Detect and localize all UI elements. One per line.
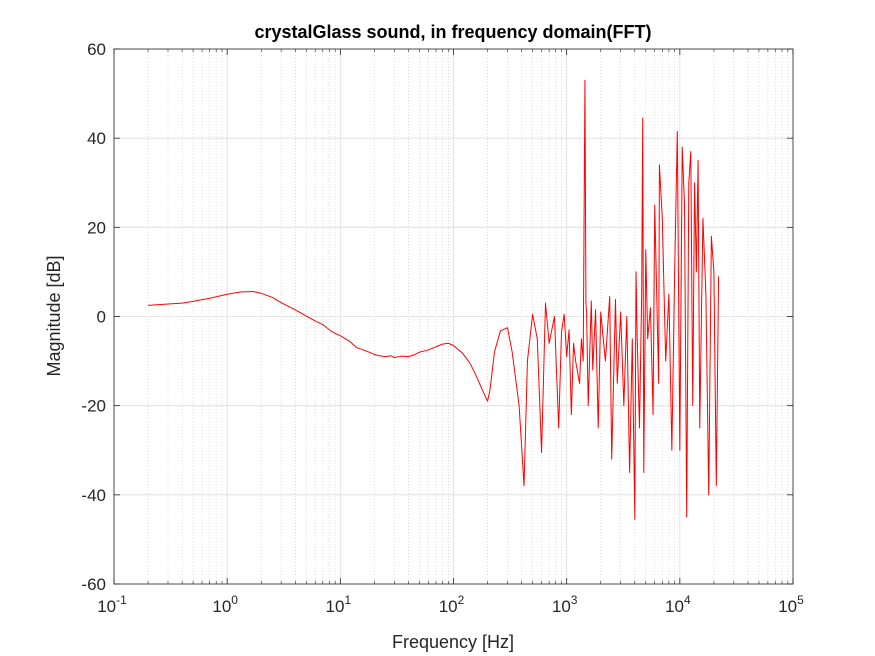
y-tick-label: -40 bbox=[81, 486, 106, 505]
series-line bbox=[148, 79, 720, 520]
y-tick-label: -20 bbox=[81, 397, 106, 416]
y-tick-label: -60 bbox=[81, 575, 106, 594]
x-tick-label: 100 bbox=[212, 593, 238, 616]
y-tick-label: 40 bbox=[87, 129, 106, 148]
tick-marks bbox=[113, 48, 794, 585]
y-axis-label: Magnitude [dB] bbox=[44, 255, 64, 376]
x-tick-labels: 10-1 100 101 102 103 104 105 bbox=[97, 593, 804, 616]
x-axis-label: Frequency [Hz] bbox=[392, 632, 514, 652]
series-layer bbox=[148, 79, 720, 520]
y-tick-label: 20 bbox=[87, 218, 106, 237]
y-tick-label: 0 bbox=[97, 308, 106, 327]
x-tick-label: 10-1 bbox=[97, 593, 127, 616]
x-tick-label: 104 bbox=[665, 593, 691, 616]
chart-title: crystalGlass sound, in frequency domain(… bbox=[254, 22, 651, 42]
x-tick-label: 105 bbox=[778, 593, 804, 616]
x-tick-label: 103 bbox=[552, 593, 578, 616]
x-tick-label: 102 bbox=[439, 593, 465, 616]
y-tick-label: 60 bbox=[87, 40, 106, 59]
y-tick-labels: 60 40 20 0 -20 -40 -60 bbox=[81, 40, 106, 594]
x-tick-label: 101 bbox=[326, 593, 352, 616]
